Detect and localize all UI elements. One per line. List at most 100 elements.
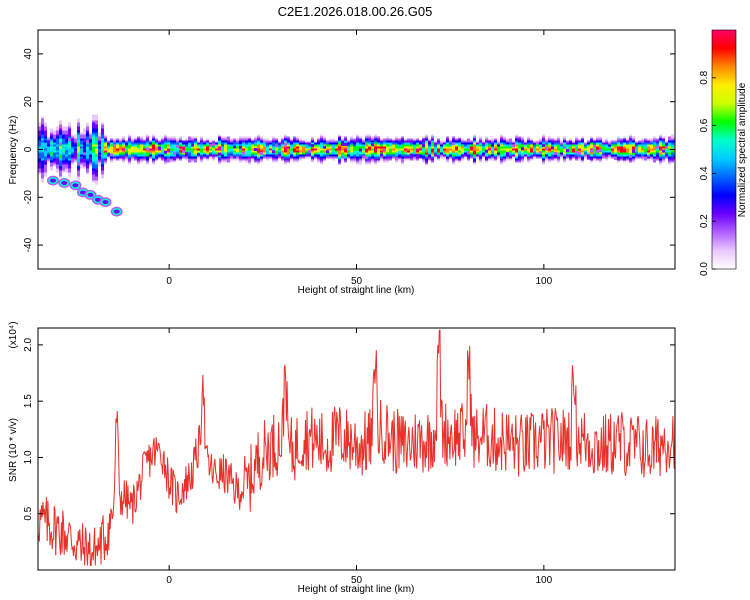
spectrogram-cell (125, 158, 128, 161)
spectrogram-cell (191, 143, 194, 147)
spectrogram-cell (524, 148, 527, 151)
spectrogram-cell (368, 158, 371, 161)
spectrogram-cell (662, 156, 665, 159)
spectrogram-cell (71, 136, 74, 139)
spectrogram-cell (413, 152, 416, 155)
spectrogram-cell (500, 142, 503, 145)
spectrogram-cell (359, 162, 362, 165)
spectrogram-cell (317, 160, 320, 163)
spectrogram-cell (269, 142, 272, 145)
spectrogram-cell (137, 142, 140, 145)
spectrogram-cell (296, 138, 299, 141)
spectrogram-cell (440, 144, 443, 147)
spectrogram-cell (509, 150, 512, 153)
spectrogram-cell (557, 154, 560, 157)
spectrogram-cell (113, 209, 120, 214)
spectrogram-cell (74, 140, 77, 143)
spectrogram-cell (248, 136, 251, 139)
spectrogram-cell (218, 146, 221, 149)
spectrogram-cell (383, 158, 386, 161)
spectrogram-cell (482, 150, 485, 153)
spectrogram-cell (86, 144, 89, 147)
spectrogram-cell (83, 150, 86, 153)
spectrogram-cell (38, 154, 41, 157)
spectrogram-cell (122, 154, 125, 157)
spectrogram-cell (338, 158, 341, 161)
spectrogram-cell (89, 134, 92, 137)
spectrogram-cell (254, 158, 257, 161)
spectrogram-cell (599, 140, 602, 143)
spectrogram-cell (41, 128, 44, 131)
spectrogram-cell (230, 148, 233, 151)
spectrogram-cell (500, 154, 503, 157)
spectrogram-cell (98, 146, 101, 149)
spectrogram-cell (455, 148, 458, 151)
spectrogram-cell (86, 128, 89, 131)
spectrogram-cell (44, 154, 47, 157)
spectrogram-cell (44, 148, 47, 151)
spectrogram-cell (413, 146, 416, 149)
spectrogram-cell (83, 144, 86, 147)
spectrogram-cell (92, 154, 95, 157)
spectrogram-cell (272, 146, 275, 149)
spectrogram-cell (491, 150, 494, 153)
spectrogram-cell (512, 156, 515, 159)
spectrogram-cell (467, 156, 470, 159)
spectrogram-cell (452, 148, 455, 151)
spectrogram-cell (497, 146, 500, 149)
spectrogram-cell (467, 138, 470, 141)
spectrogram-cell (410, 153, 413, 157)
spectrogram-cell (194, 140, 197, 143)
spectrogram-cell (110, 142, 113, 145)
spectrogram-cell (644, 140, 647, 143)
spectrogram-cell (179, 144, 182, 147)
spectrogram-cell (380, 138, 383, 141)
spectrogram-cell (596, 152, 599, 155)
spectrogram-cell (206, 140, 209, 143)
spectrogram-cell (593, 158, 596, 161)
spectrogram-cell (665, 150, 668, 153)
spectrogram-cell (128, 140, 131, 143)
spectrogram-cell (62, 134, 65, 137)
spectrogram-cell (41, 142, 44, 145)
spectrogram-cell (317, 146, 320, 149)
spectrogram-cell (467, 144, 470, 147)
spectrogram-cell (662, 138, 665, 141)
spectrogram-cell (428, 158, 431, 161)
spectrogram-cell (605, 146, 608, 149)
spectrogram-cell (167, 146, 170, 149)
spectrogram-cell (71, 144, 74, 147)
spectrogram-cell (494, 146, 497, 149)
spectrogram-cell (638, 150, 641, 153)
spectrogram-cell (413, 156, 416, 159)
spectrogram-cell (95, 130, 98, 133)
spectrogram-cell (191, 152, 194, 155)
spectrogram-cell (629, 138, 632, 141)
spectrogram-cell (368, 136, 371, 139)
spectrogram-cell (383, 144, 386, 147)
spectrogram-cell (413, 150, 416, 153)
spectrogram-cell (596, 154, 599, 157)
spectrogram-cell (560, 150, 563, 153)
spectrogram-cell (152, 144, 155, 147)
spectrogram-cell (506, 152, 509, 156)
spectrogram-cell (131, 140, 134, 143)
spectrogram-cell (281, 146, 284, 149)
spectrogram-cell (443, 140, 446, 143)
spectrogram-cell (656, 145, 659, 149)
spectrogram-cell (536, 150, 539, 153)
spectrogram-cell (587, 144, 590, 147)
spectrogram-cell (347, 152, 350, 155)
spectrogram-cell (602, 144, 605, 147)
spectrogram-cell (215, 150, 218, 153)
spectrogram-cell (422, 148, 425, 151)
spectrogram-cell (188, 142, 191, 145)
spectrogram-cell (179, 136, 182, 139)
spectrogram-cell (455, 142, 458, 145)
spectrogram-cell (47, 158, 50, 161)
spectrogram-cell (101, 148, 104, 151)
spectrogram-cell (617, 152, 620, 155)
spectrogram-cell (188, 146, 191, 149)
spectrogram-cell (605, 156, 608, 159)
spectrogram-cell (65, 150, 68, 153)
